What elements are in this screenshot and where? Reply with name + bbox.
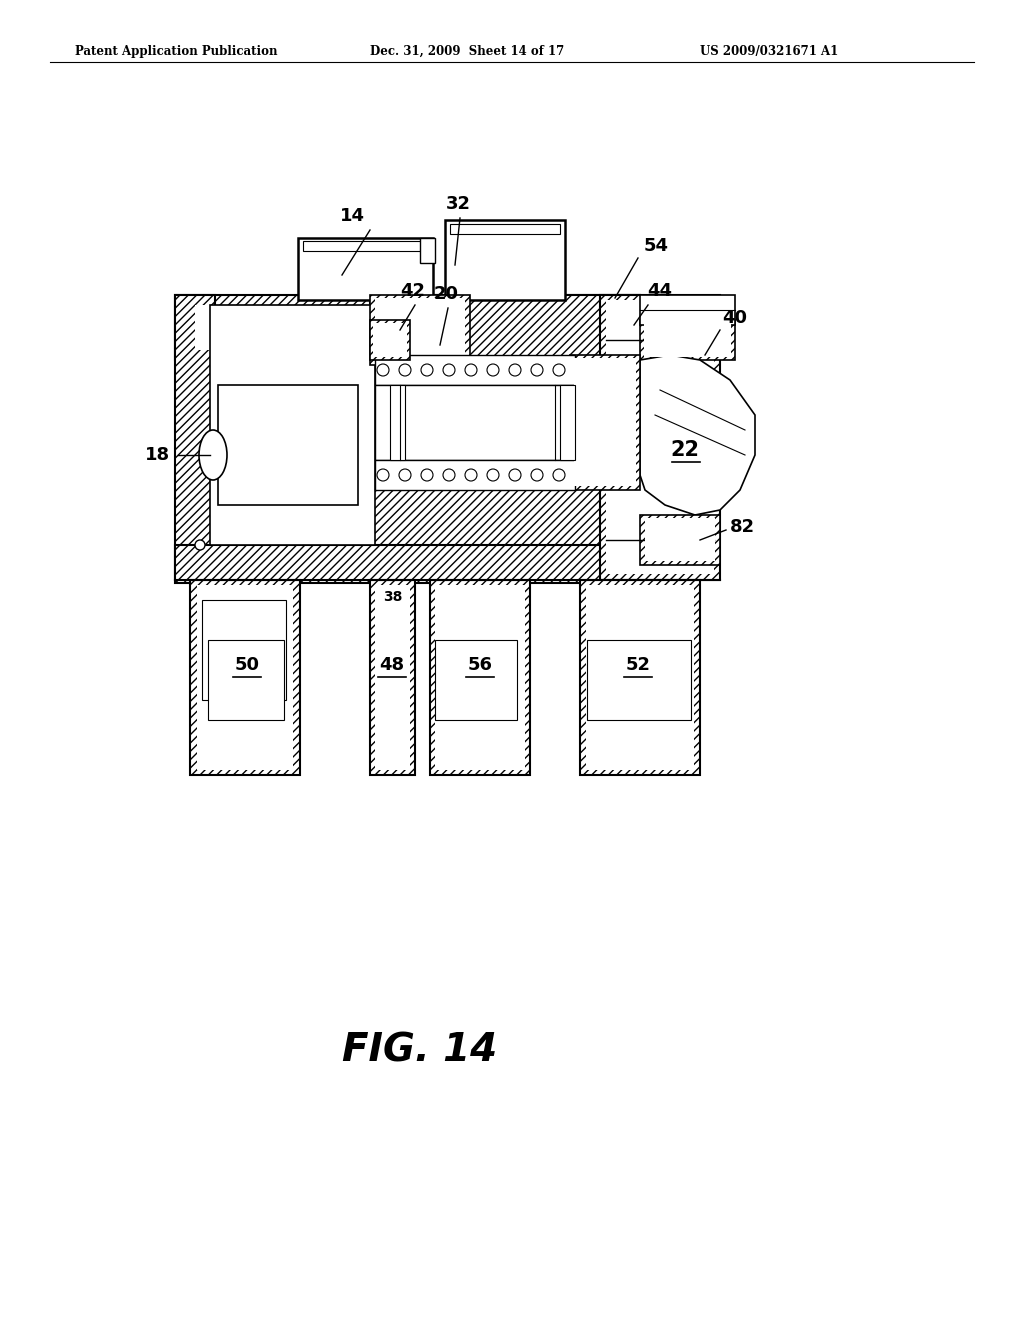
Polygon shape <box>175 545 640 583</box>
Polygon shape <box>560 385 575 459</box>
Polygon shape <box>210 305 375 545</box>
Text: 18: 18 <box>144 446 170 465</box>
Polygon shape <box>222 389 354 500</box>
Polygon shape <box>202 601 286 700</box>
Polygon shape <box>303 242 428 251</box>
Polygon shape <box>370 294 640 579</box>
Polygon shape <box>370 579 415 775</box>
Text: 14: 14 <box>340 207 365 224</box>
Polygon shape <box>445 220 565 300</box>
Polygon shape <box>373 323 407 356</box>
Polygon shape <box>580 579 700 775</box>
Polygon shape <box>430 579 530 775</box>
Text: 20: 20 <box>433 285 459 304</box>
Text: 50: 50 <box>234 656 259 675</box>
Text: 82: 82 <box>730 517 755 536</box>
Polygon shape <box>570 355 640 490</box>
Text: 48: 48 <box>380 656 404 675</box>
Polygon shape <box>375 585 410 770</box>
Polygon shape <box>586 585 694 770</box>
Polygon shape <box>197 585 293 770</box>
Polygon shape <box>303 242 428 297</box>
Polygon shape <box>450 224 560 234</box>
Text: FIG. 14: FIG. 14 <box>342 1031 498 1069</box>
Polygon shape <box>370 294 470 366</box>
Polygon shape <box>375 459 575 490</box>
Text: US 2009/0321671 A1: US 2009/0321671 A1 <box>700 45 839 58</box>
Polygon shape <box>640 515 720 565</box>
Polygon shape <box>640 319 735 360</box>
Ellipse shape <box>199 430 227 480</box>
Polygon shape <box>574 358 636 486</box>
Polygon shape <box>195 305 340 350</box>
Text: 52: 52 <box>626 656 650 675</box>
Text: Patent Application Publication: Patent Application Publication <box>75 45 278 58</box>
Text: 44: 44 <box>647 282 672 300</box>
Polygon shape <box>644 323 731 356</box>
Polygon shape <box>218 385 358 506</box>
Polygon shape <box>208 640 284 719</box>
Text: 40: 40 <box>722 309 746 327</box>
Polygon shape <box>435 585 525 770</box>
Polygon shape <box>175 294 215 579</box>
Text: 56: 56 <box>468 656 493 675</box>
Polygon shape <box>606 300 714 574</box>
Text: 42: 42 <box>400 282 426 300</box>
Polygon shape <box>645 517 715 561</box>
Text: 22: 22 <box>671 440 699 459</box>
Text: Dec. 31, 2009  Sheet 14 of 17: Dec. 31, 2009 Sheet 14 of 17 <box>370 45 564 58</box>
Polygon shape <box>587 640 691 719</box>
Polygon shape <box>190 579 300 775</box>
Polygon shape <box>375 298 465 360</box>
Polygon shape <box>375 355 575 385</box>
Polygon shape <box>640 294 735 325</box>
Ellipse shape <box>195 540 205 550</box>
Polygon shape <box>450 224 560 297</box>
Polygon shape <box>370 319 410 360</box>
Polygon shape <box>600 294 720 579</box>
Polygon shape <box>420 238 435 263</box>
Polygon shape <box>175 294 640 360</box>
Polygon shape <box>390 385 406 459</box>
Polygon shape <box>640 355 755 515</box>
Polygon shape <box>215 310 370 540</box>
Text: 38: 38 <box>383 590 402 605</box>
Text: 54: 54 <box>644 238 669 255</box>
Polygon shape <box>298 238 433 300</box>
Polygon shape <box>375 385 575 459</box>
Text: 32: 32 <box>445 195 470 213</box>
Polygon shape <box>435 640 517 719</box>
